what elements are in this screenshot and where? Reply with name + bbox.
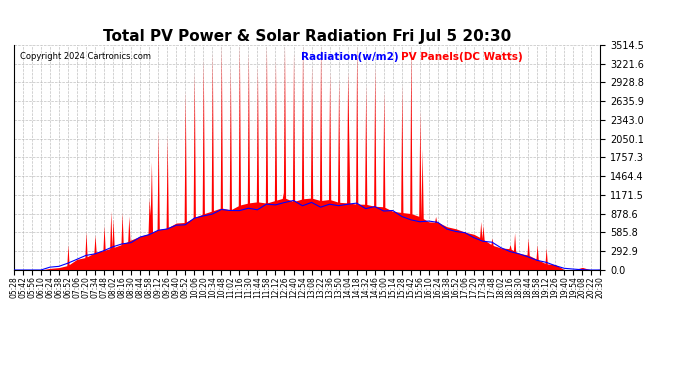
Text: Radiation(w/m2): Radiation(w/m2) (301, 52, 399, 62)
Text: Copyright 2024 Cartronics.com: Copyright 2024 Cartronics.com (19, 52, 150, 61)
Text: PV Panels(DC Watts): PV Panels(DC Watts) (401, 52, 522, 62)
Title: Total PV Power & Solar Radiation Fri Jul 5 20:30: Total PV Power & Solar Radiation Fri Jul… (103, 29, 511, 44)
